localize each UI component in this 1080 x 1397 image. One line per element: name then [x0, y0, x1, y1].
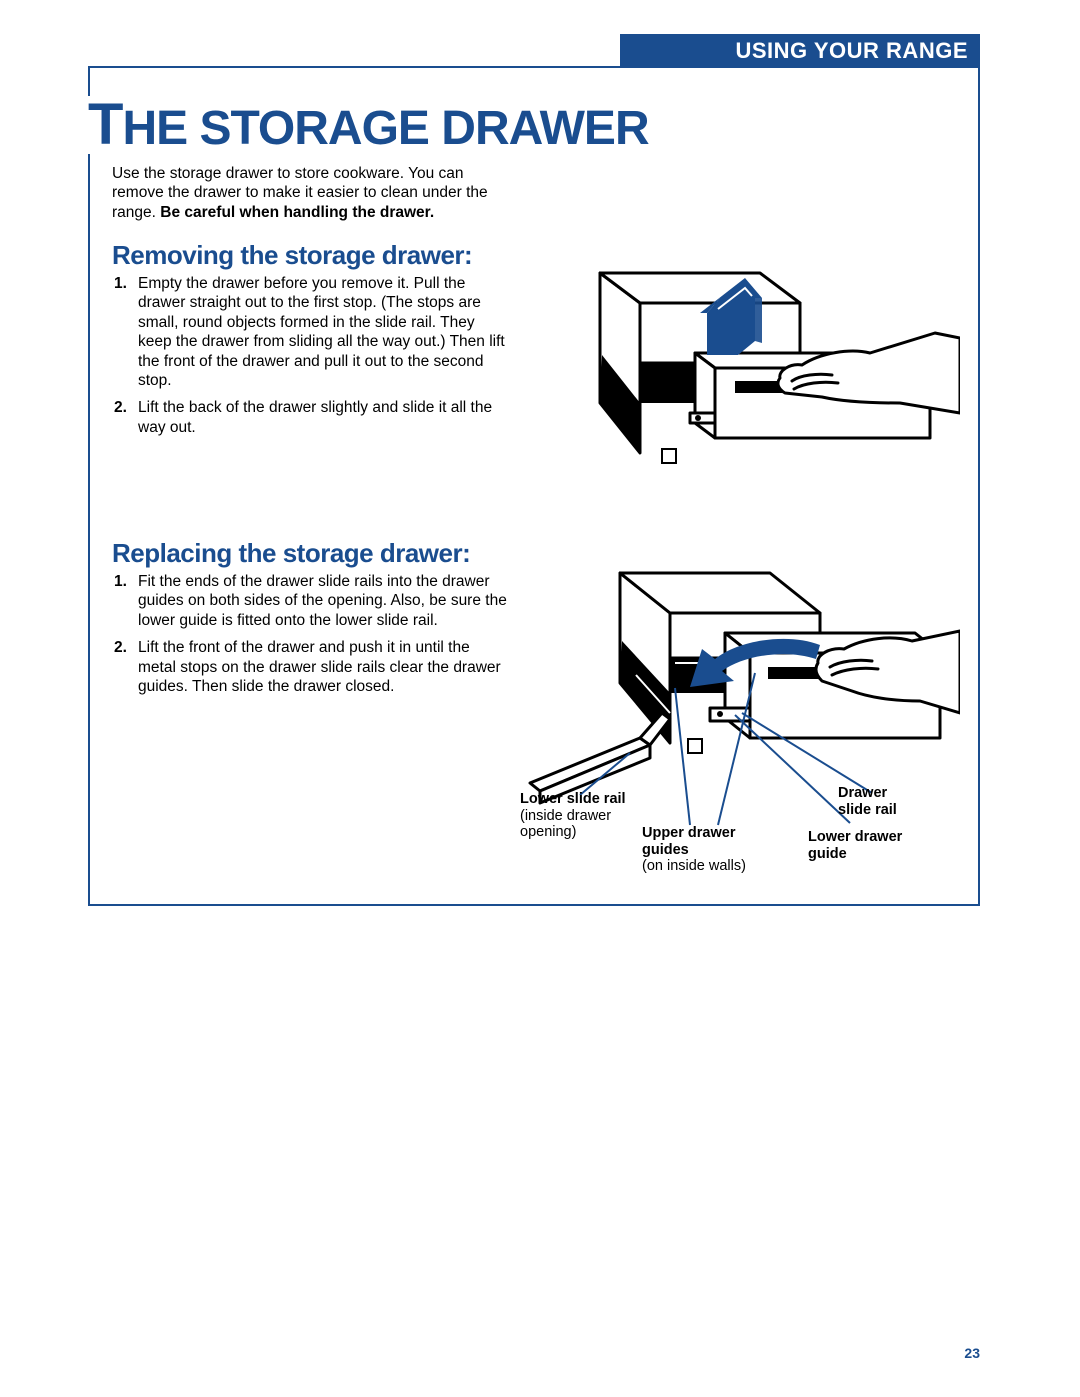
intro-paragraph: Use the storage drawer to store cookware…	[112, 164, 502, 222]
removing-illustration	[540, 263, 960, 523]
page-number: 23	[964, 1345, 980, 1361]
removing-drawing-svg	[540, 263, 960, 523]
content-frame: THE STORAGE DRAWER Use the storage drawe…	[88, 66, 980, 906]
label-upper-drawer-guides: Upper drawer guides (on inside walls)	[642, 825, 782, 875]
label-lower-slide-rail: Lower slide rail (inside drawer opening)	[520, 791, 650, 841]
label-drawer-slide-rail: Drawer slide rail	[838, 785, 948, 818]
section-header-text: USING YOUR RANGE	[735, 38, 968, 63]
removing-steps: Empty the drawer before you remove it. P…	[112, 274, 507, 445]
title-dropcap: T	[88, 92, 122, 157]
replacing-heading: Replacing the storage drawer:	[112, 538, 470, 569]
removing-step-1: Empty the drawer before you remove it. P…	[138, 274, 507, 390]
replacing-illustration: Lower slide rail (inside drawer opening)…	[520, 563, 960, 893]
page-title: THE STORAGE DRAWER	[80, 96, 657, 154]
removing-step-2: Lift the back of the drawer slightly and…	[138, 398, 507, 437]
section-header-band: USING YOUR RANGE	[620, 34, 980, 66]
replacing-steps: Fit the ends of the drawer slide rails i…	[112, 572, 507, 704]
intro-bold: Be careful when handling the drawer.	[160, 204, 434, 221]
title-rest: HE STORAGE DRAWER	[122, 102, 648, 155]
manual-page: USING YOUR RANGE THE STORAGE DRAWER Use …	[0, 0, 1080, 1397]
label-lower-drawer-guide: Lower drawer guide	[808, 829, 958, 862]
replacing-step-1: Fit the ends of the drawer slide rails i…	[138, 572, 507, 630]
replacing-step-2: Lift the front of the drawer and push it…	[138, 638, 507, 696]
removing-heading: Removing the storage drawer:	[112, 240, 472, 271]
